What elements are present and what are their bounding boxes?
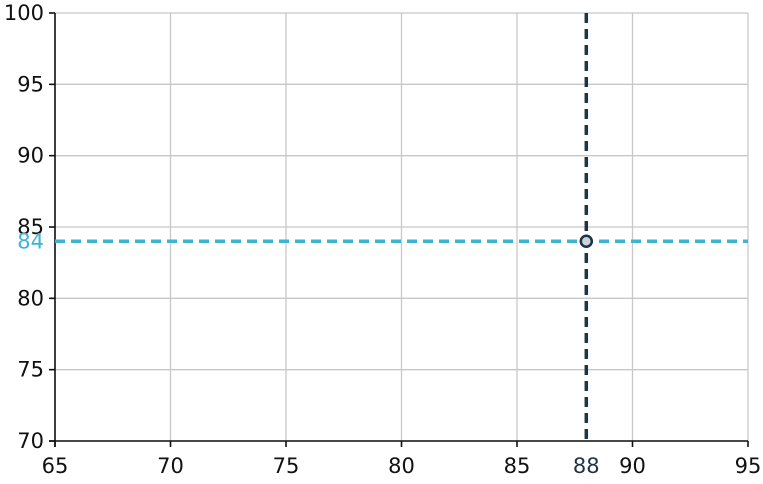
horizontal-reference-label: 84 — [17, 229, 44, 253]
y-tick-label: 75 — [17, 358, 44, 382]
y-tick-label: 90 — [17, 144, 44, 168]
y-tick-label: 80 — [17, 286, 44, 310]
x-tick-label: 65 — [42, 454, 69, 478]
data-points — [579, 234, 594, 249]
y-tick-label: 95 — [17, 72, 44, 96]
reference-lines: 84 88 — [17, 13, 748, 478]
x-tick-label: 80 — [388, 454, 415, 478]
x-tick-label: 90 — [619, 454, 646, 478]
x-tick-label: 95 — [735, 454, 762, 478]
x-tick-labels: 65 70 75 80 85 90 95 — [42, 454, 762, 478]
x-tick-label: 70 — [157, 454, 184, 478]
y-tick-label: 85 — [17, 215, 44, 239]
axes — [49, 12, 749, 447]
x-tick-label: 85 — [504, 454, 531, 478]
y-tick-labels: 70 75 80 85 90 95 100 — [4, 1, 44, 453]
y-tick-label: 70 — [17, 429, 44, 453]
x-tick-label: 75 — [273, 454, 300, 478]
vertical-reference-label: 88 — [573, 454, 600, 478]
data-point — [579, 234, 594, 249]
y-tick-label: 100 — [4, 1, 44, 25]
grid — [54, 12, 749, 442]
